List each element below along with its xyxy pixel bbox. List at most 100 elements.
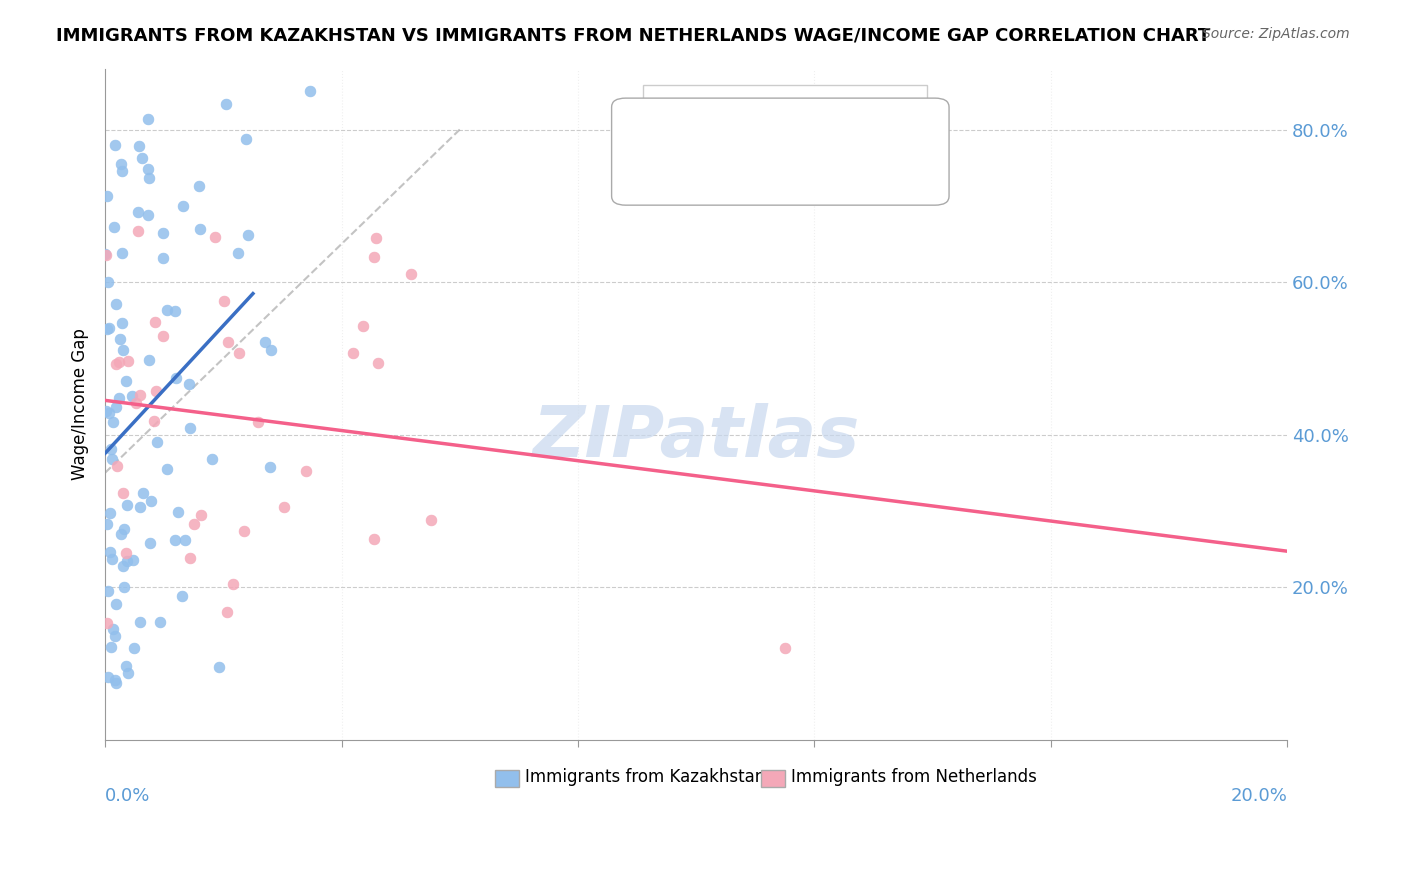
Text: 0.106: 0.106: [740, 142, 797, 160]
Immigrants from Kazakhstan: [94, 247, 117, 261]
Immigrants from Kazakhstan: [100, 442, 122, 456]
Immigrants from Kazakhstan: [259, 460, 281, 475]
Immigrants from Netherlands: [363, 532, 385, 546]
Immigrants from Netherlands: [228, 346, 250, 360]
Immigrants from Kazakhstan: [131, 486, 153, 500]
Immigrants from Kazakhstan: [104, 597, 127, 611]
Immigrants from Kazakhstan: [177, 376, 200, 391]
Immigrants from Kazakhstan: [122, 641, 145, 656]
Immigrants from Kazakhstan: [152, 226, 174, 240]
Immigrants from Kazakhstan: [136, 112, 159, 127]
Immigrants from Netherlands: [215, 605, 238, 619]
Immigrants from Netherlands: [295, 464, 318, 478]
Immigrants from Netherlands: [129, 387, 152, 401]
Immigrants from Kazakhstan: [110, 526, 132, 541]
Immigrants from Kazakhstan: [138, 170, 160, 185]
Immigrants from Netherlands: [190, 508, 212, 523]
Immigrants from Netherlands: [115, 546, 138, 560]
Immigrants from Kazakhstan: [129, 500, 152, 515]
Immigrants from Netherlands: [127, 224, 149, 238]
Immigrants from Kazakhstan: [100, 640, 122, 654]
Text: 0.0%: 0.0%: [105, 787, 150, 805]
Immigrants from Kazakhstan: [149, 615, 172, 629]
Immigrants from Kazakhstan: [299, 84, 322, 98]
Immigrants from Kazakhstan: [188, 222, 211, 236]
Text: 0.279: 0.279: [740, 108, 797, 126]
Immigrants from Kazakhstan: [188, 178, 211, 193]
Immigrants from Netherlands: [96, 248, 118, 262]
Immigrants from Kazakhstan: [104, 138, 127, 153]
Immigrants from Kazakhstan: [112, 580, 135, 594]
Immigrants from Kazakhstan: [111, 343, 134, 357]
Immigrants from Netherlands: [117, 354, 139, 368]
Immigrants from Kazakhstan: [138, 161, 160, 176]
Bar: [495, 770, 519, 787]
Text: ZIPatlas: ZIPatlas: [533, 403, 860, 472]
Immigrants from Netherlands: [145, 384, 167, 398]
Immigrants from Kazakhstan: [104, 400, 127, 414]
Immigrants from Netherlands: [143, 315, 166, 329]
Immigrants from Kazakhstan: [117, 666, 139, 681]
Immigrants from Kazakhstan: [111, 559, 134, 574]
Immigrants from Netherlands: [364, 230, 387, 244]
Immigrants from Kazakhstan: [127, 205, 149, 219]
Immigrants from Kazakhstan: [110, 246, 132, 260]
Immigrants from Kazakhstan: [141, 493, 163, 508]
Immigrants from Kazakhstan: [97, 321, 120, 335]
Immigrants from Kazakhstan: [98, 507, 121, 521]
Immigrants from Kazakhstan: [111, 163, 134, 178]
Bar: [761, 770, 785, 787]
Text: Immigrants from Netherlands: Immigrants from Netherlands: [790, 768, 1036, 786]
Immigrants from Kazakhstan: [108, 391, 131, 405]
Immigrants from Netherlands: [420, 513, 443, 527]
Immigrants from Kazakhstan: [172, 199, 194, 213]
Immigrants from Netherlands: [342, 345, 364, 359]
Immigrants from Netherlands: [152, 328, 174, 343]
Text: 85: 85: [849, 108, 875, 126]
Immigrants from Kazakhstan: [129, 615, 152, 629]
Immigrants from Netherlands: [217, 335, 239, 350]
Immigrants from Kazakhstan: [96, 404, 118, 418]
Immigrants from Kazakhstan: [115, 554, 138, 568]
Immigrants from Kazakhstan: [96, 322, 118, 336]
Bar: [655, 107, 676, 126]
Text: Source: ZipAtlas.com: Source: ZipAtlas.com: [1202, 27, 1350, 41]
Immigrants from Netherlands: [124, 395, 146, 409]
Immigrants from Netherlands: [179, 550, 201, 565]
Immigrants from Kazakhstan: [152, 251, 174, 265]
Immigrants from Kazakhstan: [165, 371, 187, 385]
Immigrants from Kazakhstan: [260, 343, 283, 357]
Immigrants from Kazakhstan: [96, 188, 118, 202]
Immigrants from Kazakhstan: [170, 589, 193, 603]
Text: 37: 37: [849, 142, 875, 160]
Immigrants from Kazakhstan: [112, 522, 135, 536]
Immigrants from Kazakhstan: [201, 452, 224, 467]
Immigrants from Kazakhstan: [115, 374, 138, 388]
Immigrants from Netherlands: [273, 500, 295, 514]
Immigrants from Netherlands: [773, 641, 796, 656]
Immigrants from Kazakhstan: [101, 451, 124, 466]
Text: R =: R =: [696, 142, 735, 160]
Text: 20.0%: 20.0%: [1230, 787, 1286, 805]
Immigrants from Netherlands: [105, 458, 128, 473]
Immigrants from Kazakhstan: [215, 96, 238, 111]
Immigrants from Netherlands: [222, 577, 245, 591]
Immigrants from Kazakhstan: [236, 227, 259, 242]
Immigrants from Kazakhstan: [117, 498, 139, 512]
Immigrants from Kazakhstan: [97, 584, 120, 599]
Immigrants from Kazakhstan: [226, 245, 249, 260]
Text: IMMIGRANTS FROM KAZAKHSTAN VS IMMIGRANTS FROM NETHERLANDS WAGE/INCOME GAP CORREL: IMMIGRANTS FROM KAZAKHSTAN VS IMMIGRANTS…: [56, 27, 1211, 45]
Immigrants from Kazakhstan: [121, 388, 143, 402]
Immigrants from Kazakhstan: [104, 673, 127, 688]
Immigrants from Netherlands: [108, 355, 131, 369]
Immigrants from Kazakhstan: [156, 462, 179, 476]
Immigrants from Netherlands: [233, 524, 256, 538]
Immigrants from Netherlands: [363, 250, 385, 264]
Immigrants from Kazakhstan: [131, 151, 153, 165]
Text: N =: N =: [794, 108, 846, 126]
Immigrants from Kazakhstan: [101, 551, 124, 566]
Immigrants from Kazakhstan: [103, 220, 125, 235]
Immigrants from Kazakhstan: [156, 303, 179, 318]
Immigrants from Kazakhstan: [174, 533, 197, 548]
Bar: [655, 141, 676, 159]
